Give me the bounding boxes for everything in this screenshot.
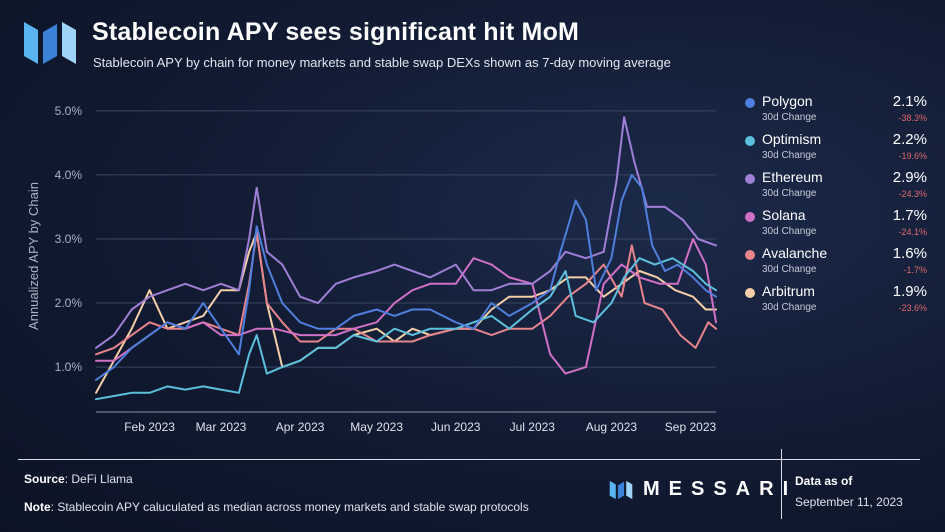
source-note: Source: DeFi Llama (24, 472, 133, 486)
y-tick-label: 1.0% (55, 360, 83, 374)
note-label: Note (24, 500, 51, 514)
y-tick-label: 5.0% (55, 104, 83, 118)
series-line-polygon (95, 173, 717, 381)
footer-divider (18, 459, 920, 460)
chart-legend: Polygon 30d Change 2.1% -38.3% Optimism … (743, 92, 933, 320)
x-tick-label: Sep 2023 (665, 420, 717, 434)
legend-sublabel: 30d Change (762, 150, 817, 161)
data-as-of-label: Data as of (795, 474, 853, 488)
legend-name: Ethereum (762, 169, 823, 185)
legend-dot-icon (745, 98, 755, 108)
legend-change: -24.3% (898, 189, 927, 199)
legend-dot-icon (745, 212, 755, 222)
messari-logo-icon (24, 22, 76, 64)
legend-value: 1.6% (892, 245, 927, 262)
legend-change: -19.6% (898, 151, 927, 161)
page-subtitle: Stablecoin APY by chain for money market… (93, 55, 671, 70)
legend-value: 1.9% (892, 283, 927, 300)
legend-value: 2.2% (892, 131, 927, 148)
legend-sublabel: 30d Change (762, 112, 817, 123)
x-tick-label: Mar 2023 (196, 420, 247, 434)
legend-item-polygon: Polygon 30d Change 2.1% -38.3% (743, 92, 933, 130)
series-line-optimism (95, 257, 717, 401)
y-tick-label: 2.0% (55, 296, 83, 310)
legend-name: Arbitrum (762, 283, 815, 299)
legend-dot-icon (745, 174, 755, 184)
note-text: : Stablecoin APY caluculated as median a… (50, 500, 529, 514)
messari-brand: MESSARI (609, 478, 797, 501)
legend-item-optimism: Optimism 30d Change 2.2% -19.6% (743, 130, 933, 168)
legend-sublabel: 30d Change (762, 188, 817, 199)
x-tick-label: Apr 2023 (276, 420, 325, 434)
legend-sublabel: 30d Change (762, 226, 817, 237)
footer-vertical-divider (781, 449, 782, 519)
methodology-note: Note: Stablecoin APY caluculated as medi… (24, 500, 529, 514)
series-line-solana (95, 238, 717, 375)
legend-dot-icon (745, 136, 755, 146)
legend-item-avalanche: Avalanche 30d Change 1.6% -1.7% (743, 244, 933, 282)
legend-name: Optimism (762, 131, 822, 147)
legend-name: Avalanche (762, 245, 828, 261)
legend-change: -38.3% (898, 113, 927, 123)
legend-item-arbitrum: Arbitrum 30d Change 1.9% -23.6% (743, 282, 933, 320)
source-text: : DeFi Llama (64, 472, 133, 486)
page-title: Stablecoin APY sees significant hit MoM (92, 18, 580, 46)
legend-change: -1.7% (903, 265, 927, 275)
legend-sublabel: 30d Change (762, 302, 817, 313)
legend-dot-icon (745, 288, 755, 298)
x-tick-label: Feb 2023 (124, 420, 175, 434)
data-as-of-date: September 11, 2023 (795, 495, 903, 509)
x-tick-label: Jul 2023 (510, 420, 556, 434)
legend-item-solana: Solana 30d Change 1.7% -24.1% (743, 206, 933, 244)
legend-value: 2.1% (892, 93, 927, 110)
messari-wordmark: MESSARI (643, 478, 798, 500)
legend-name: Polygon (762, 93, 813, 109)
legend-name: Solana (762, 207, 806, 223)
y-tick-label: 3.0% (55, 232, 83, 246)
series-line-ethereum (95, 116, 717, 349)
y-tick-label: 4.0% (55, 168, 83, 182)
legend-item-ethereum: Ethereum 30d Change 2.9% -24.3% (743, 168, 933, 206)
x-tick-label: May 2023 (350, 420, 403, 434)
x-tick-label: Jun 2023 (431, 420, 481, 434)
legend-value: 1.7% (892, 207, 927, 224)
legend-value: 2.9% (892, 169, 927, 186)
legend-dot-icon (745, 250, 755, 260)
series-line-avalanche (95, 231, 717, 356)
legend-change: -24.1% (898, 227, 927, 237)
y-axis-title: Annualized APY by Chain (26, 182, 41, 330)
source-label: Source (24, 472, 65, 486)
messari-mark-icon (609, 480, 633, 499)
legend-change: -23.6% (898, 303, 927, 313)
legend-sublabel: 30d Change (762, 264, 817, 275)
x-tick-label: Aug 2023 (586, 420, 638, 434)
